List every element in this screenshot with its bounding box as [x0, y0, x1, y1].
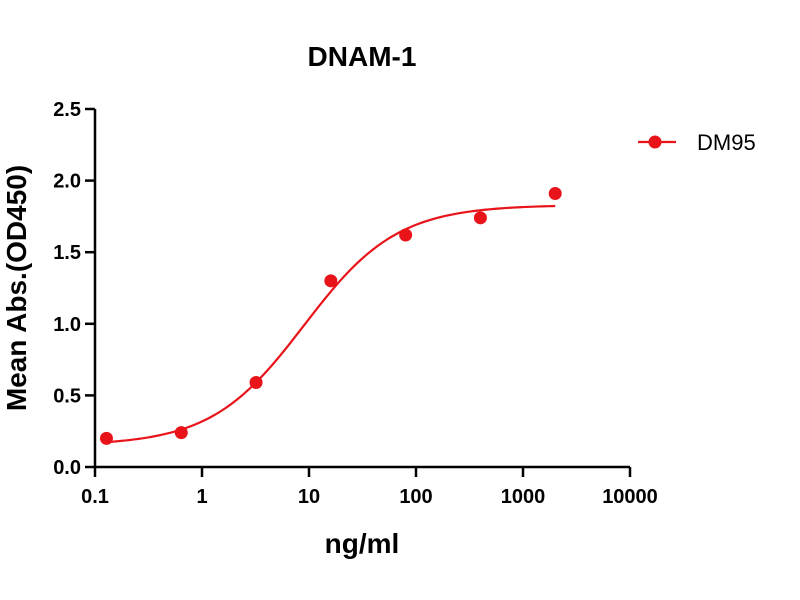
- x-tick-label: 10: [298, 486, 320, 508]
- x-tick-label: 0.1: [81, 486, 109, 508]
- y-tick-label: 1.0: [53, 314, 81, 336]
- chart-title: DNAM-1: [308, 41, 417, 72]
- data-point: [399, 228, 413, 242]
- fit-curve: [106, 204, 556, 444]
- data-point: [324, 274, 338, 288]
- legend: DM95: [638, 130, 756, 155]
- y-tick-label: 2.0: [53, 171, 81, 193]
- x-tick-label: 1: [196, 486, 207, 508]
- data-point: [174, 426, 188, 440]
- y-axis: 0.0 0.5 1.0 1.5 2.0 2.5: [53, 99, 97, 479]
- y-tick-label: 0.0: [53, 457, 81, 479]
- x-tick-label: 100: [399, 486, 432, 508]
- plot-area: [99, 186, 562, 445]
- y-axis-label: Mean Abs.(OD450): [1, 165, 32, 411]
- y-tick-label: 1.5: [53, 242, 81, 264]
- y-tick-label: 0.5: [53, 385, 81, 407]
- data-point: [99, 431, 113, 445]
- legend-series-label: DM95: [697, 130, 756, 155]
- legend-series-marker: [648, 135, 662, 149]
- y-tick-label: 2.5: [53, 99, 81, 121]
- x-tick-label: 10000: [602, 486, 658, 508]
- data-point: [548, 186, 562, 200]
- x-axis: 0.1 1 10 100 1000 10000: [81, 465, 658, 508]
- data-point: [473, 211, 487, 225]
- data-point: [249, 376, 263, 390]
- x-axis-label: ng/ml: [325, 528, 400, 559]
- x-tick-label: 1000: [501, 486, 546, 508]
